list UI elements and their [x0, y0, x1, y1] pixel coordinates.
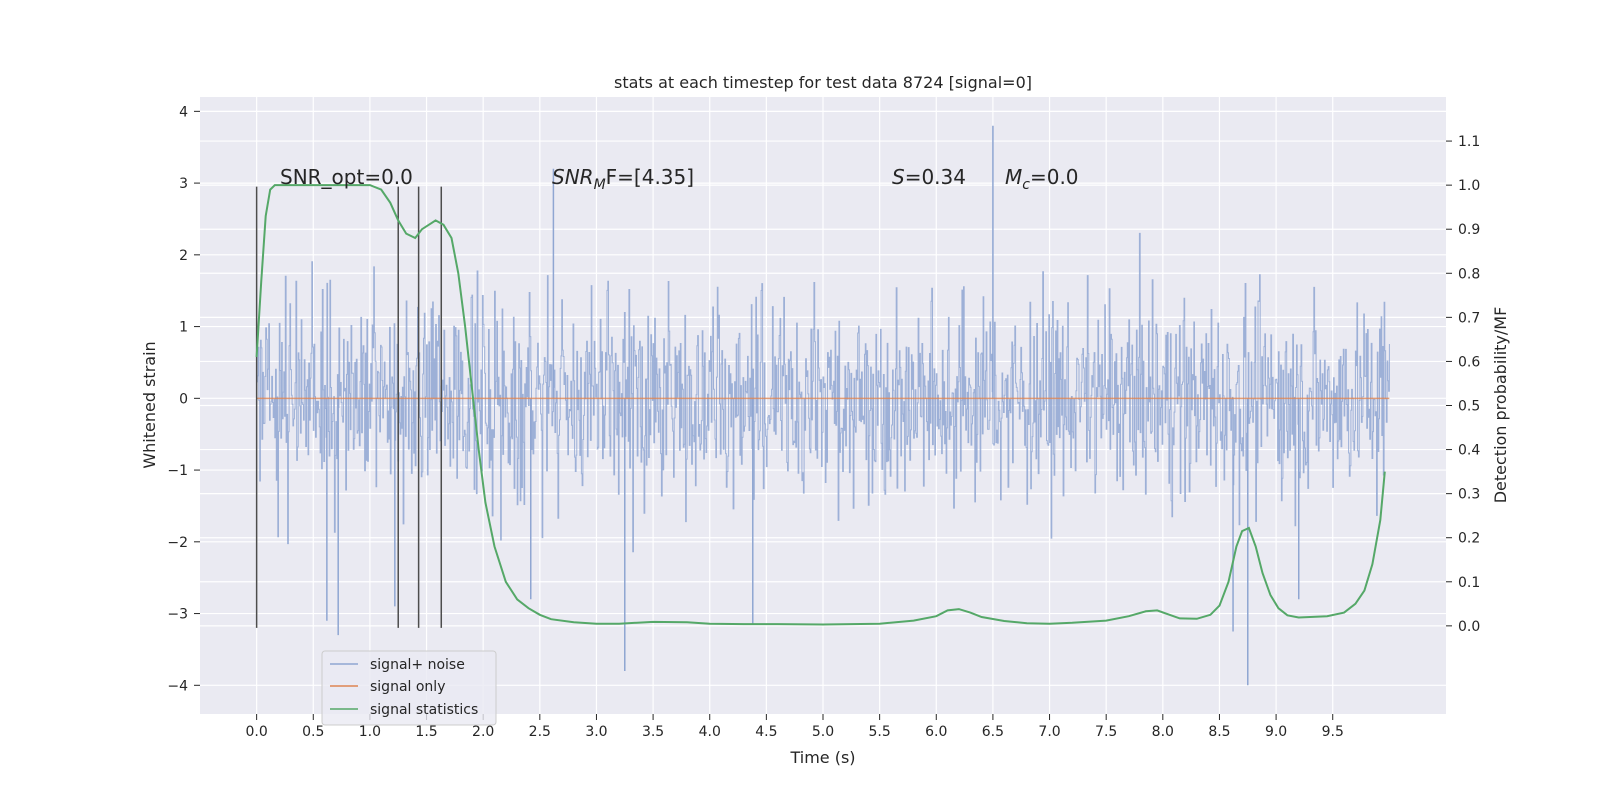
y2-tick-label: 0.7	[1458, 310, 1480, 326]
annotation-mc-value: =0.0	[1030, 165, 1079, 189]
legend-label-signal-noise: signal+ noise	[370, 657, 465, 673]
y2-tick-label: 0.8	[1458, 266, 1480, 282]
y-tick-label: 3	[179, 176, 188, 192]
vertical-markers	[255, 186, 443, 628]
annotation-mc-var: M	[1005, 165, 1022, 189]
x-tick-label: 8.0	[1152, 724, 1174, 740]
signal-statistics-line	[255, 184, 1386, 626]
x-axis-ticks: 0.0 0.5 1.0 1.5 2.0 2.5 3.0 3.5 4.0 4.5 5.0 5.5 6.0 6…	[246, 714, 1344, 740]
x-tick-label: 5.5	[869, 724, 891, 740]
x-tick-label: 3.0	[585, 724, 607, 740]
y2-tick-label: 0.4	[1458, 443, 1480, 459]
y-tick-label: −1	[167, 463, 188, 479]
x-tick-label: 2.5	[529, 724, 551, 740]
y-tick-label: 4	[179, 104, 188, 120]
grid-lines	[200, 97, 1446, 714]
y-tick-label: 1	[179, 320, 188, 336]
x-tick-label: 1.0	[359, 724, 381, 740]
x-tick-label: 2.0	[472, 724, 494, 740]
x-tick-label: 8.5	[1208, 724, 1230, 740]
legend-label-signal-only: signal only	[370, 679, 445, 695]
y-axis-ticks: 4 3 2 1 0 −1 −2 −3 −4	[167, 104, 200, 694]
annotation-mc: Mc=0.0	[1005, 165, 1079, 193]
x-tick-label: 7.5	[1095, 724, 1117, 740]
annotation-snr-mf-sub: M	[594, 177, 606, 193]
y-tick-label: −2	[167, 535, 188, 551]
x-tick-label: 1.5	[415, 724, 437, 740]
y2-tick-label: 0.1	[1458, 575, 1480, 591]
annotation-mc-sub: c	[1022, 177, 1030, 193]
y-axis-label: Whitened strain	[140, 341, 159, 468]
annotation-snr-opt: SNR_opt=0.0	[280, 165, 413, 189]
annotation-snr-mf-rest: F=[4.35]	[606, 165, 694, 189]
y-tick-label: 0	[179, 391, 188, 407]
x-tick-label: 0.0	[246, 724, 268, 740]
x-tick-label: 9.5	[1322, 724, 1344, 740]
x-axis-label: Time (s)	[789, 748, 855, 767]
y-tick-label: 2	[179, 248, 188, 264]
annotation-s-var: S	[892, 165, 905, 189]
y-tick-label: −4	[167, 678, 188, 694]
annotation-s-value: =0.34	[905, 165, 966, 189]
x-tick-label: 5.0	[812, 724, 834, 740]
y2-tick-label: 0.5	[1458, 399, 1480, 415]
x-tick-label: 6.0	[925, 724, 947, 740]
y2-axis-ticks: 1.1 1.0 0.9 0.8 0.7 0.6 0.5 0.4 0.3 0.2 0.1 0.0	[1446, 134, 1480, 635]
y2-tick-label: 0.0	[1458, 619, 1480, 635]
x-tick-label: 9.0	[1265, 724, 1287, 740]
x-tick-label: 6.5	[982, 724, 1004, 740]
signal-noise-trace	[256, 232, 1390, 553]
x-tick-label: 4.0	[699, 724, 721, 740]
y2-tick-label: 0.6	[1458, 354, 1480, 370]
x-tick-label: 4.5	[755, 724, 777, 740]
y2-tick-label: 1.0	[1458, 178, 1480, 194]
annotation-snr-mf: SNRMF=[4.35]	[552, 165, 694, 193]
annotation-snr-mf-var: SNR	[552, 165, 594, 189]
chart-title: stats at each timestep for test data 872…	[614, 73, 1032, 92]
y2-tick-label: 1.1	[1458, 134, 1480, 150]
y2-tick-label: 0.3	[1458, 487, 1480, 503]
legend-label-signal-statistics: signal statistics	[370, 702, 478, 718]
y2-tick-label: 0.2	[1458, 531, 1480, 547]
x-tick-label: 3.5	[642, 724, 664, 740]
annotation-s: S=0.34	[892, 165, 966, 189]
y2-tick-label: 0.9	[1458, 222, 1480, 238]
signal-noise-series	[256, 125, 1390, 686]
legend-box	[321, 650, 497, 726]
x-tick-label: 0.5	[302, 724, 324, 740]
legend: signal+ noise signal only signal statist…	[321, 650, 497, 726]
y-tick-label: −3	[167, 607, 188, 623]
x-tick-label: 7.0	[1038, 724, 1060, 740]
y2-axis-label: Detection probability/MF	[1491, 307, 1510, 504]
